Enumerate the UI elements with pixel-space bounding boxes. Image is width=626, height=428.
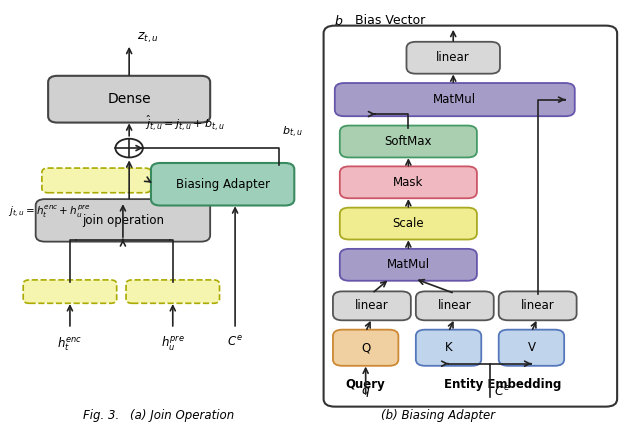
FancyBboxPatch shape — [499, 330, 564, 366]
FancyBboxPatch shape — [36, 199, 210, 242]
FancyBboxPatch shape — [324, 26, 617, 407]
Text: linear: linear — [355, 299, 389, 312]
Text: $q$: $q$ — [361, 385, 371, 399]
Text: Mask: Mask — [393, 176, 424, 189]
Text: $h_t^{enc}$: $h_t^{enc}$ — [58, 335, 83, 353]
FancyBboxPatch shape — [42, 168, 151, 193]
Text: $C^e$: $C^e$ — [227, 335, 243, 349]
Text: K: K — [444, 341, 453, 354]
Text: Dense: Dense — [107, 92, 151, 106]
Text: MatMul: MatMul — [433, 93, 476, 106]
Text: $C^e$: $C^e$ — [494, 385, 511, 399]
FancyBboxPatch shape — [335, 83, 575, 116]
Text: join operation: join operation — [82, 214, 164, 227]
FancyBboxPatch shape — [151, 163, 294, 205]
FancyBboxPatch shape — [340, 208, 477, 240]
Text: (b) Biasing Adapter: (b) Biasing Adapter — [381, 408, 495, 422]
FancyBboxPatch shape — [23, 280, 116, 303]
Text: $j_{t,u} = h_t^{enc} + h_u^{pre}$: $j_{t,u} = h_t^{enc} + h_u^{pre}$ — [8, 204, 90, 220]
Text: $z_{t,u}$: $z_{t,u}$ — [136, 30, 158, 45]
Text: Fig. 3.: Fig. 3. — [83, 408, 119, 422]
FancyBboxPatch shape — [333, 330, 398, 366]
FancyBboxPatch shape — [126, 280, 220, 303]
Text: Q: Q — [361, 341, 371, 354]
FancyBboxPatch shape — [333, 291, 411, 320]
Text: MatMul: MatMul — [387, 259, 430, 271]
FancyBboxPatch shape — [340, 249, 477, 281]
FancyBboxPatch shape — [499, 291, 577, 320]
Text: Scale: Scale — [393, 217, 424, 230]
Text: linear: linear — [438, 299, 471, 312]
FancyBboxPatch shape — [416, 330, 481, 366]
Text: linear: linear — [521, 299, 555, 312]
FancyBboxPatch shape — [340, 125, 477, 158]
Text: Entity Embedding: Entity Embedding — [444, 378, 561, 391]
FancyBboxPatch shape — [416, 291, 494, 320]
Text: Bias Vector: Bias Vector — [356, 14, 426, 27]
FancyBboxPatch shape — [406, 42, 500, 74]
Text: V: V — [528, 341, 535, 354]
Circle shape — [115, 139, 143, 158]
FancyBboxPatch shape — [340, 166, 477, 198]
Text: linear: linear — [436, 51, 470, 64]
Text: SoftMax: SoftMax — [384, 135, 432, 148]
Text: (a) Join Operation: (a) Join Operation — [130, 408, 234, 422]
FancyBboxPatch shape — [48, 76, 210, 122]
Text: $h_u^{pre}$: $h_u^{pre}$ — [161, 335, 185, 353]
Text: $b$: $b$ — [334, 14, 343, 27]
Text: $b_{t,u}$: $b_{t,u}$ — [282, 125, 302, 140]
Text: Query: Query — [346, 378, 386, 391]
Text: Biasing Adapter: Biasing Adapter — [176, 178, 270, 191]
Text: $\hat{j}_{t,u} = j_{t,u} + b_{t,u}$: $\hat{j}_{t,u} = j_{t,u} + b_{t,u}$ — [145, 114, 225, 133]
